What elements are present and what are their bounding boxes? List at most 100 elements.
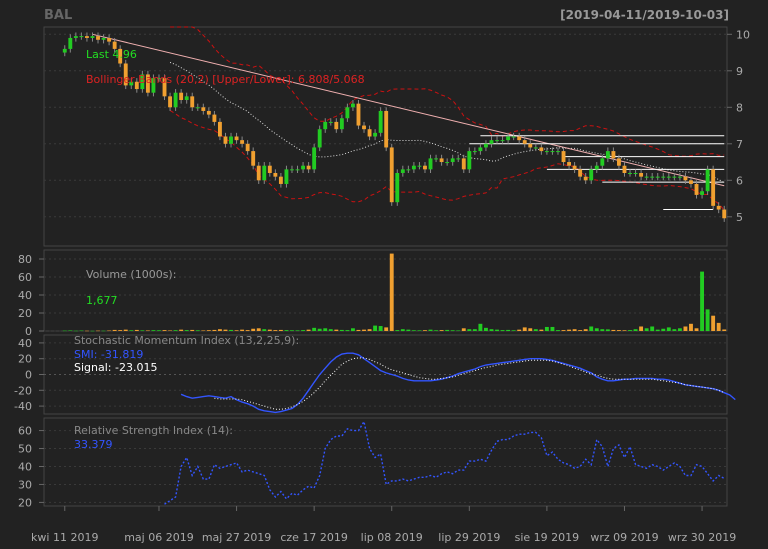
volume-bar bbox=[273, 330, 278, 331]
candle-body bbox=[378, 110, 383, 133]
volume-bar bbox=[123, 329, 128, 331]
y-tick-label-price: 8 bbox=[736, 101, 743, 114]
candle-body bbox=[217, 121, 222, 137]
volume-bar bbox=[378, 326, 383, 331]
candle-body bbox=[578, 169, 583, 177]
volume-bar bbox=[134, 329, 139, 331]
candle-body bbox=[101, 37, 106, 40]
candle-body bbox=[689, 180, 693, 184]
volume-bar bbox=[184, 330, 189, 331]
candle-body bbox=[633, 173, 638, 174]
volume-bar bbox=[495, 329, 499, 331]
volume-bar bbox=[423, 330, 427, 331]
candle-body bbox=[134, 81, 139, 90]
candle-body bbox=[450, 158, 455, 163]
candle-body bbox=[472, 151, 477, 153]
volume-bar bbox=[666, 327, 671, 331]
candle-body bbox=[666, 176, 671, 178]
volume-value: 1,677 bbox=[86, 294, 118, 307]
volume-bar bbox=[400, 329, 405, 331]
candle-body bbox=[334, 121, 339, 130]
volume-bar bbox=[118, 330, 123, 331]
smi-title: Stochastic Momentum Index (13,2,25,9): bbox=[74, 334, 299, 347]
volume-bar bbox=[605, 329, 610, 331]
candle-body bbox=[461, 158, 466, 170]
volume-bar bbox=[550, 326, 555, 331]
volume-bar bbox=[256, 328, 261, 331]
candle-body bbox=[73, 36, 78, 38]
candle-body bbox=[290, 169, 294, 171]
candle-body bbox=[206, 110, 211, 115]
candle-body bbox=[201, 107, 206, 111]
candle-body bbox=[251, 151, 256, 166]
candle-body bbox=[661, 176, 666, 178]
candle-body bbox=[256, 165, 261, 181]
candle-body bbox=[118, 48, 123, 64]
volume-bar bbox=[705, 309, 710, 331]
volume-bar bbox=[79, 330, 84, 332]
volume-bar bbox=[334, 329, 339, 331]
candle-body bbox=[123, 63, 128, 86]
candle-body bbox=[411, 165, 416, 170]
volume-bar bbox=[112, 329, 117, 331]
candle-body bbox=[711, 169, 716, 206]
volume-bar bbox=[278, 329, 283, 331]
y-tick-label-smi: -40 bbox=[14, 400, 32, 413]
candle-body bbox=[478, 147, 483, 152]
x-tick-label: kwi 11 2019 bbox=[31, 531, 98, 544]
candle-body bbox=[278, 176, 283, 184]
candle-body bbox=[417, 165, 422, 167]
candle-body bbox=[550, 151, 555, 153]
candle-body bbox=[522, 140, 527, 144]
volume-bar bbox=[195, 330, 200, 331]
candle-body bbox=[301, 165, 306, 170]
volume-bar bbox=[694, 328, 699, 331]
volume-bar bbox=[522, 327, 527, 331]
candle-body bbox=[356, 103, 361, 126]
y-tick-label-price: 5 bbox=[736, 211, 743, 224]
rsi-line bbox=[164, 419, 725, 505]
candle-body bbox=[533, 147, 538, 149]
candle-body bbox=[445, 162, 450, 164]
candle-body bbox=[267, 165, 272, 173]
y-tick-label-price: 10 bbox=[736, 28, 750, 41]
panel-frame-price bbox=[43, 26, 728, 247]
volume-bar bbox=[561, 330, 566, 331]
candle-body bbox=[605, 151, 610, 159]
x-tick-label: lip 29 2019 bbox=[438, 531, 500, 544]
y-tick-label-price: 7 bbox=[736, 138, 743, 151]
volume-bar bbox=[339, 329, 344, 331]
candle-body bbox=[339, 118, 344, 130]
volume-bar bbox=[406, 329, 411, 331]
volume-bar bbox=[661, 328, 666, 331]
volume-bar bbox=[90, 330, 95, 332]
volume-bar bbox=[533, 329, 538, 331]
volume-bar bbox=[589, 326, 594, 331]
volume-bar bbox=[73, 330, 78, 332]
volume-bar bbox=[317, 328, 322, 331]
candle-body bbox=[622, 165, 627, 173]
volume-bar bbox=[140, 330, 145, 331]
candle-body bbox=[312, 147, 317, 170]
volume-bar bbox=[711, 315, 716, 331]
volume-bar bbox=[628, 330, 632, 331]
volume-bar bbox=[284, 330, 289, 331]
rsi-value: 33.379 bbox=[74, 438, 113, 451]
volume-bar bbox=[151, 330, 156, 331]
volume-bar bbox=[367, 329, 372, 331]
candle-body bbox=[112, 41, 117, 49]
candle-body bbox=[234, 136, 239, 141]
volume-bar bbox=[611, 329, 616, 331]
volume-bar bbox=[506, 329, 511, 331]
y-tick-label-smi: 20 bbox=[18, 353, 32, 366]
volume-bar bbox=[168, 330, 173, 331]
candle-body bbox=[611, 151, 616, 159]
volume-bar bbox=[217, 329, 222, 331]
candle-body bbox=[583, 176, 588, 181]
candle-body bbox=[589, 169, 594, 181]
volume-bar bbox=[107, 330, 112, 332]
candle-body bbox=[262, 165, 267, 181]
candle-body bbox=[140, 74, 145, 90]
volume-bar bbox=[362, 329, 366, 331]
signal-line bbox=[214, 357, 725, 410]
